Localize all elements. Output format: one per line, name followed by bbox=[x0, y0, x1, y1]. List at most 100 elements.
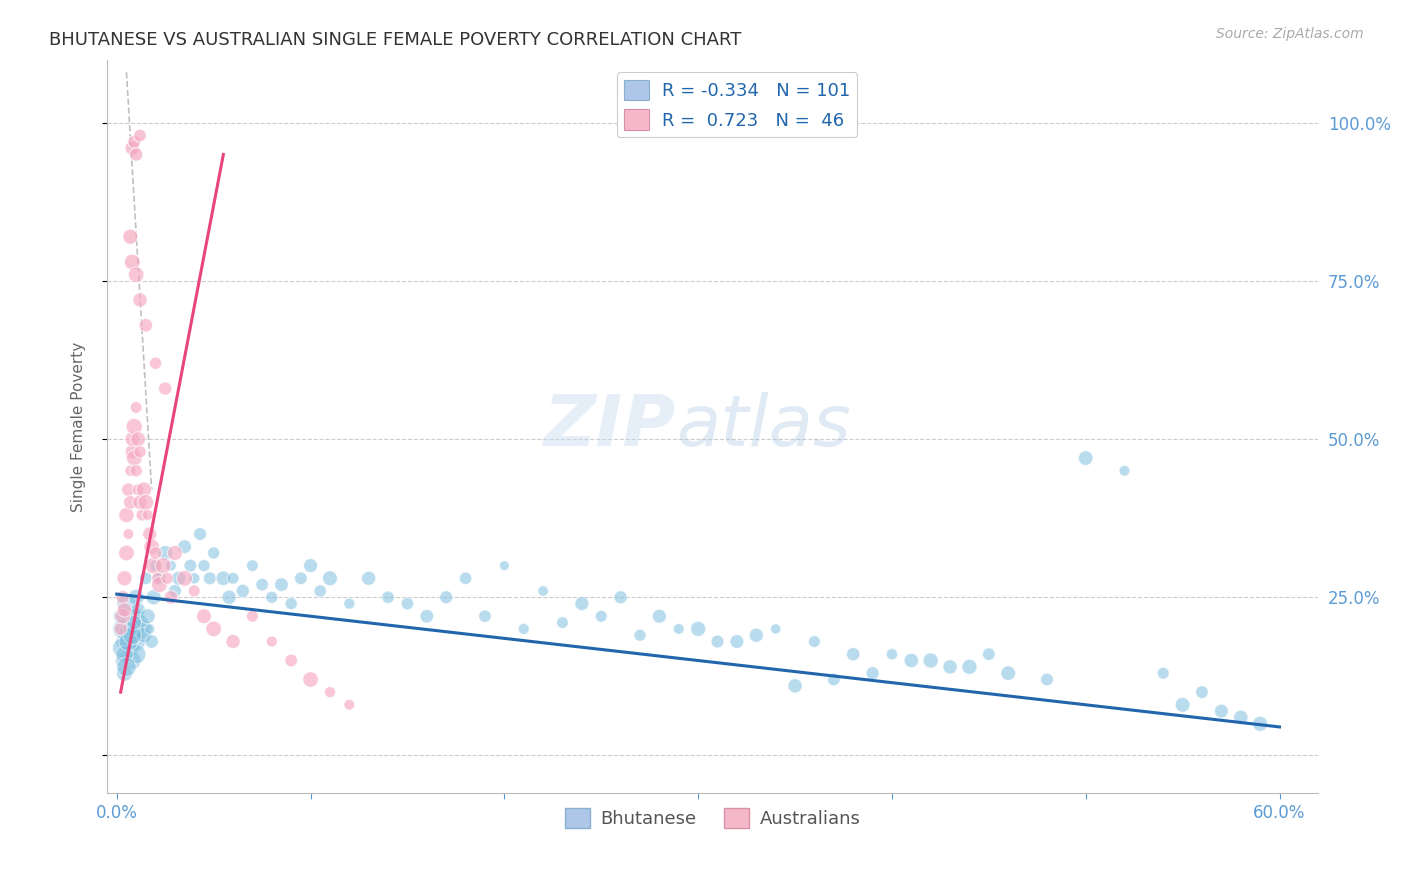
Point bbox=[129, 444, 152, 458]
Point bbox=[125, 647, 148, 661]
Point bbox=[299, 673, 322, 687]
Point bbox=[136, 609, 159, 624]
Point bbox=[111, 653, 134, 667]
Point bbox=[454, 571, 477, 585]
Point bbox=[193, 558, 215, 573]
Point bbox=[880, 647, 903, 661]
Point bbox=[125, 609, 148, 624]
Point bbox=[152, 558, 174, 573]
Point bbox=[163, 546, 186, 560]
Point bbox=[648, 609, 671, 624]
Point bbox=[212, 571, 235, 585]
Point bbox=[823, 673, 845, 687]
Point bbox=[145, 558, 167, 573]
Point bbox=[416, 609, 439, 624]
Point bbox=[474, 609, 496, 624]
Point bbox=[183, 583, 205, 598]
Point bbox=[900, 653, 922, 667]
Point bbox=[121, 653, 143, 667]
Point bbox=[218, 591, 240, 605]
Point bbox=[202, 546, 225, 560]
Point bbox=[1249, 716, 1271, 731]
Point bbox=[396, 597, 419, 611]
Point bbox=[280, 597, 302, 611]
Text: Source: ZipAtlas.com: Source: ZipAtlas.com bbox=[1216, 27, 1364, 41]
Point bbox=[183, 571, 205, 585]
Point bbox=[120, 640, 142, 655]
Point bbox=[745, 628, 768, 642]
Point bbox=[146, 571, 169, 585]
Point bbox=[121, 141, 143, 155]
Point bbox=[434, 591, 457, 605]
Point bbox=[512, 622, 534, 636]
Point bbox=[242, 609, 264, 624]
Point bbox=[155, 546, 177, 560]
Point bbox=[120, 495, 142, 509]
Point bbox=[125, 464, 148, 478]
Point bbox=[132, 628, 155, 642]
Point bbox=[1211, 704, 1233, 718]
Point bbox=[115, 660, 138, 674]
Point bbox=[117, 628, 139, 642]
Point bbox=[148, 577, 170, 591]
Point bbox=[1152, 666, 1174, 681]
Point bbox=[609, 591, 631, 605]
Point bbox=[299, 558, 322, 573]
Point bbox=[939, 660, 962, 674]
Point bbox=[127, 603, 149, 617]
Point bbox=[120, 464, 142, 478]
Point bbox=[706, 634, 728, 648]
Point bbox=[155, 382, 177, 396]
Point bbox=[571, 597, 593, 611]
Point bbox=[110, 609, 132, 624]
Point bbox=[122, 419, 145, 434]
Point bbox=[145, 546, 167, 560]
Point bbox=[337, 698, 360, 712]
Point bbox=[114, 571, 136, 585]
Point bbox=[110, 622, 132, 636]
Point bbox=[115, 597, 138, 611]
Point bbox=[125, 401, 148, 415]
Point bbox=[129, 615, 152, 630]
Point bbox=[138, 622, 160, 636]
Point bbox=[111, 640, 134, 655]
Point bbox=[997, 666, 1019, 681]
Point bbox=[1229, 710, 1251, 724]
Point bbox=[1114, 464, 1136, 478]
Point bbox=[120, 229, 142, 244]
Point bbox=[309, 583, 332, 598]
Point bbox=[121, 432, 143, 446]
Point bbox=[135, 571, 157, 585]
Point bbox=[222, 571, 245, 585]
Point bbox=[111, 591, 134, 605]
Point bbox=[337, 597, 360, 611]
Point bbox=[1171, 698, 1194, 712]
Point bbox=[494, 558, 516, 573]
Point bbox=[125, 622, 148, 636]
Legend: Bhutanese, Australians: Bhutanese, Australians bbox=[557, 800, 868, 836]
Point bbox=[862, 666, 884, 681]
Point bbox=[173, 540, 195, 554]
Point bbox=[319, 571, 342, 585]
Point bbox=[122, 451, 145, 466]
Point bbox=[977, 647, 1000, 661]
Point bbox=[120, 622, 142, 636]
Point bbox=[319, 685, 342, 699]
Point bbox=[129, 495, 152, 509]
Text: ZIP: ZIP bbox=[544, 392, 676, 461]
Point bbox=[117, 634, 139, 648]
Point bbox=[377, 591, 399, 605]
Point bbox=[111, 622, 134, 636]
Point bbox=[121, 444, 143, 458]
Point bbox=[135, 495, 157, 509]
Point bbox=[114, 666, 136, 681]
Point bbox=[115, 508, 138, 522]
Point bbox=[290, 571, 312, 585]
Point bbox=[842, 647, 865, 661]
Point bbox=[114, 647, 136, 661]
Point bbox=[160, 558, 183, 573]
Point bbox=[250, 577, 273, 591]
Point bbox=[135, 318, 157, 333]
Point bbox=[688, 622, 710, 636]
Point bbox=[357, 571, 380, 585]
